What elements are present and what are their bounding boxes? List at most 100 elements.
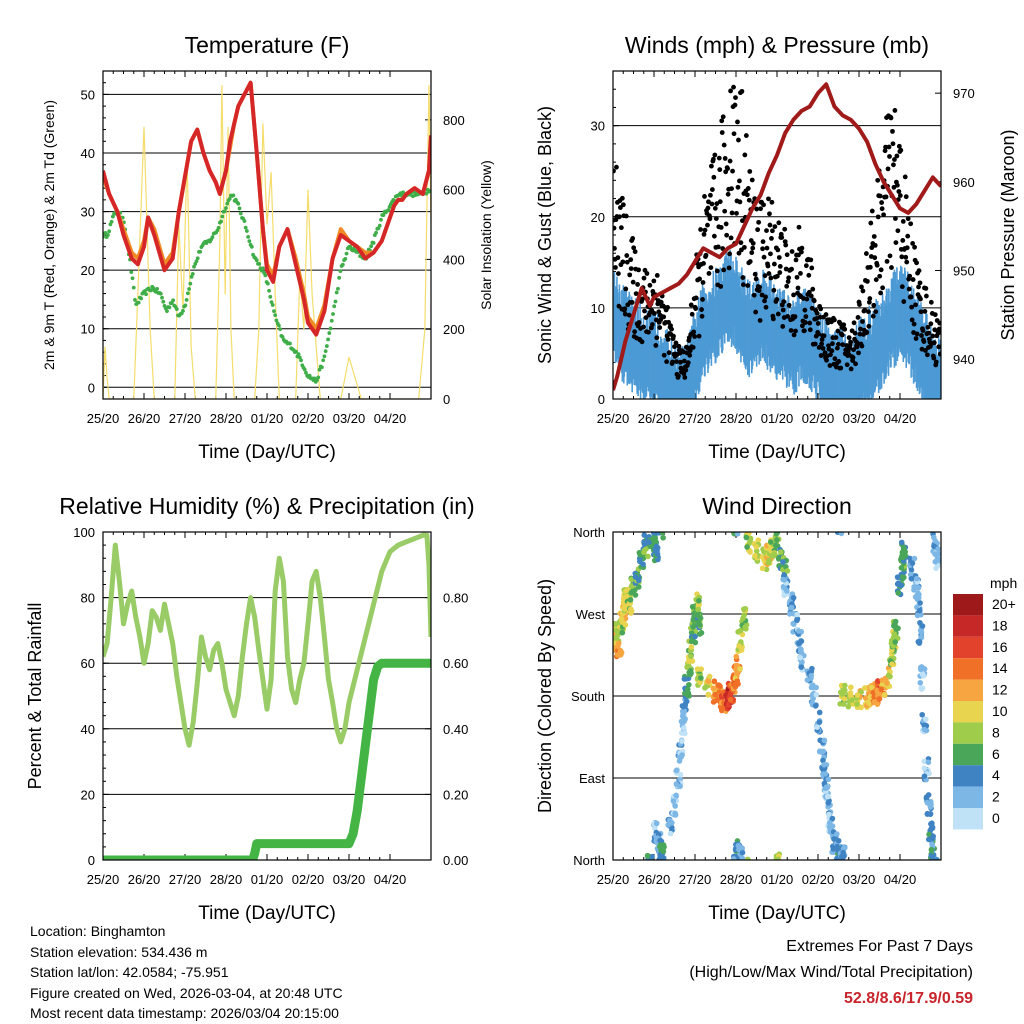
gust-point: [896, 189, 902, 194]
colorbar-label: 10: [992, 703, 1008, 719]
gust-point: [776, 255, 782, 260]
y-tick-label: North: [573, 525, 605, 540]
gust-point: [693, 306, 699, 311]
direction-point: [641, 532, 648, 538]
gust-point: [689, 311, 695, 317]
x-tick-label: 28/20: [210, 872, 243, 887]
gust-point: [665, 337, 671, 342]
gust-point: [615, 255, 621, 261]
gust-point: [740, 275, 746, 280]
gust-point: [709, 201, 715, 207]
gust-point: [771, 287, 777, 293]
dewpoint-point: [165, 309, 169, 314]
gust-point: [866, 323, 872, 329]
gust-point: [620, 202, 626, 208]
gust-point: [785, 279, 791, 284]
direction-point: [892, 639, 899, 645]
colorbar-swatch: [953, 658, 983, 680]
direction-point: [619, 629, 626, 636]
direction-point: [640, 561, 646, 568]
gust-point: [676, 373, 681, 379]
y2-tick-label: 970: [953, 86, 975, 101]
x-tick-label: 04/20: [374, 411, 407, 426]
gust-point: [628, 266, 634, 272]
gust-point: [780, 307, 786, 313]
gust-point: [923, 285, 929, 291]
direction-point: [680, 718, 687, 725]
gust-point: [646, 329, 651, 335]
dewpoint-point: [274, 318, 279, 323]
gust-point: [699, 313, 705, 319]
y-tick-label: 30: [81, 205, 95, 220]
gust-point: [900, 238, 906, 243]
y2-tick-label: 200: [443, 322, 465, 337]
direction-point: [678, 754, 684, 760]
gust-point: [718, 225, 724, 230]
x-tick-label: 27/20: [679, 872, 712, 887]
gust-point: [856, 350, 861, 356]
y2-axis-label: Solar Insolation (Yellow): [478, 160, 494, 310]
gust-point: [923, 348, 928, 353]
gust-point: [743, 133, 749, 138]
gust-point: [767, 222, 773, 228]
direction-point: [738, 647, 745, 653]
gust-point: [651, 311, 657, 316]
gust-point: [830, 341, 835, 347]
direction-point: [643, 546, 649, 552]
direction-point: [618, 616, 625, 622]
direction-point: [915, 595, 922, 601]
dewpoint-point: [332, 304, 337, 309]
direction-point: [825, 800, 832, 806]
gust-point: [722, 156, 728, 161]
y-tick-label: West: [576, 607, 606, 622]
direction-point: [931, 543, 937, 549]
gust-point: [911, 321, 917, 327]
direction-point: [673, 767, 680, 774]
direction-point: [825, 776, 832, 783]
dewpoint-point: [268, 294, 273, 299]
dewpoint-point: [302, 367, 307, 372]
gust-point: [871, 234, 877, 239]
gust-point: [761, 254, 767, 260]
gust-point: [700, 280, 706, 285]
gust-point: [823, 312, 829, 317]
gust-point: [789, 266, 794, 272]
y-axis-label: 2m & 9m T (Red, Orange) & 2m Td (Green): [41, 100, 57, 370]
gust-point: [903, 194, 909, 200]
gust-point: [902, 174, 908, 180]
dewpoint-point: [331, 312, 335, 316]
gust-point: [909, 317, 915, 323]
gust-point: [710, 156, 716, 162]
gust-point: [676, 343, 682, 349]
gust-point: [816, 331, 822, 337]
dewpoint-point: [220, 214, 225, 219]
x-tick-label: 25/20: [87, 872, 120, 887]
direction-point: [777, 549, 784, 555]
gust-point: [703, 252, 709, 258]
gust-point: [717, 167, 723, 173]
gust-point: [852, 330, 858, 336]
y-axis-label: Direction (Colored By Speed): [535, 579, 555, 813]
gust-point: [899, 284, 905, 290]
gust-point: [784, 252, 790, 258]
direction-point: [627, 606, 634, 612]
gust-point: [766, 271, 772, 276]
gust-point: [636, 320, 642, 325]
dewpoint-point: [130, 276, 135, 281]
gust-point: [890, 141, 896, 147]
gust-point: [671, 333, 676, 339]
y-tick-label: 20: [591, 210, 605, 225]
gust-point: [654, 335, 660, 341]
direction-point: [874, 701, 881, 707]
gust-point: [771, 261, 777, 267]
gust-point: [725, 191, 731, 197]
direction-point: [931, 534, 937, 541]
gust-point: [732, 102, 738, 108]
gust-point: [769, 236, 774, 241]
direction-point: [735, 842, 742, 849]
direction-point: [692, 639, 699, 646]
dewpoint-point: [249, 244, 254, 249]
gust-point: [661, 314, 667, 320]
dewpoint-point: [131, 285, 136, 290]
